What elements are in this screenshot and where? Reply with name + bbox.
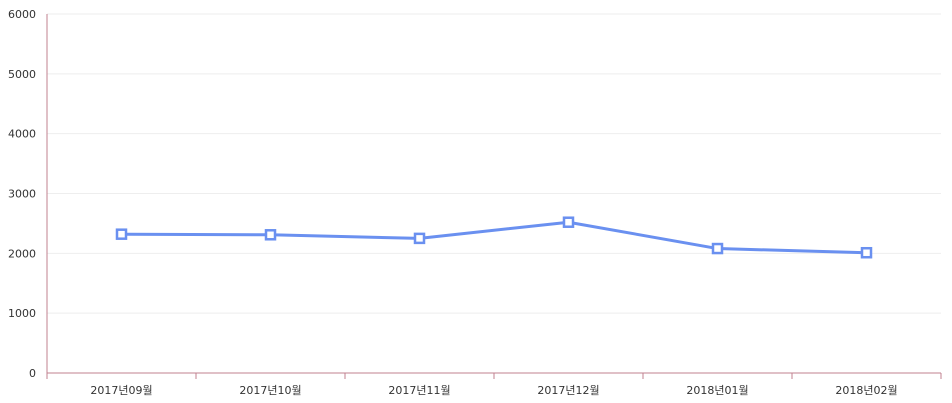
y-tick-label: 1000 <box>8 307 36 320</box>
y-tick-label: 6000 <box>8 8 36 21</box>
data-point-marker[interactable] <box>711 242 724 255</box>
grid-layer <box>47 13 941 314</box>
x-tick-label: 2018년01월 <box>686 384 748 397</box>
y-tick-label: 3000 <box>8 188 36 201</box>
series-layer <box>115 216 873 259</box>
x-tick-label: 2017년09월 <box>90 384 152 397</box>
x-tick-label: 2018년02월 <box>835 384 897 397</box>
y-tick-label: 0 <box>29 367 36 380</box>
axis-layer: 0 1000 2000 3000 4000 5000 6000 2017년09월 2017년10… <box>8 8 942 397</box>
x-tick-label: 2017년11월 <box>388 384 450 397</box>
data-point-marker[interactable] <box>413 232 426 245</box>
data-point-marker[interactable] <box>115 228 128 240</box>
y-tick-label: 5000 <box>8 68 36 81</box>
x-tick-label: 2017년10월 <box>239 384 301 397</box>
x-tick-label: 2017년12월 <box>537 384 599 397</box>
data-point-marker[interactable] <box>264 229 277 241</box>
y-tick-label: 2000 <box>8 247 36 260</box>
y-tick-label: 4000 <box>8 128 36 141</box>
series-line <box>120 220 868 255</box>
data-point-marker[interactable] <box>860 246 873 259</box>
data-point-marker[interactable] <box>562 216 575 228</box>
